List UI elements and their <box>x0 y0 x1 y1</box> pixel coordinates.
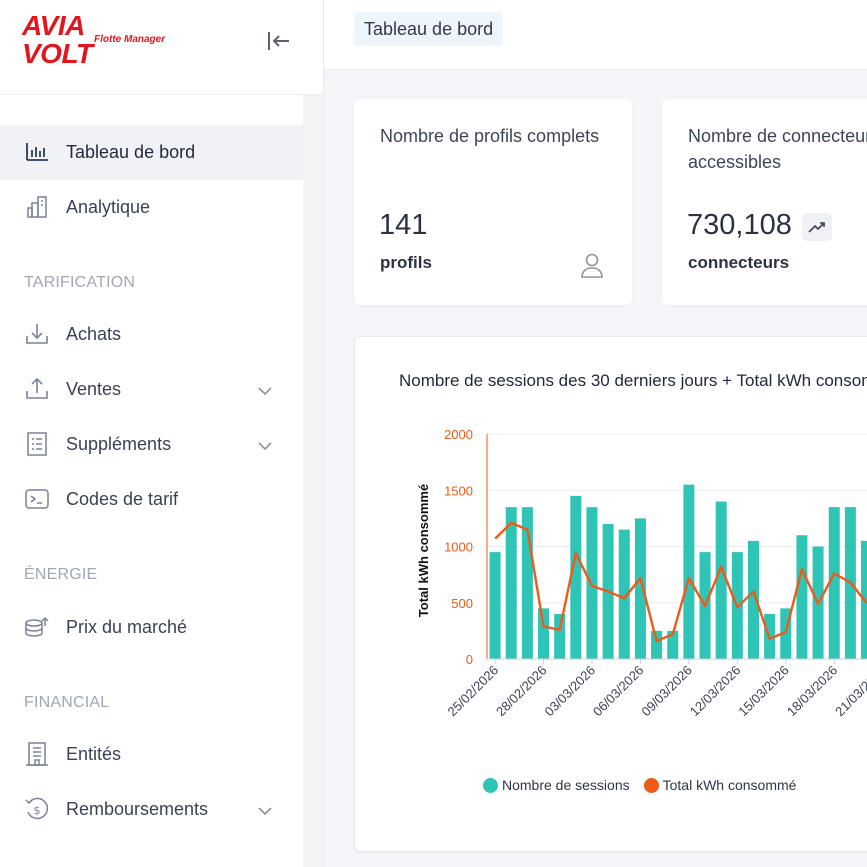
user-icon <box>581 253 603 278</box>
section-title-tarification: TARIFICATION <box>24 274 136 291</box>
chart-title: Nombre de sessions des 30 derniers jours… <box>399 371 867 390</box>
bar-sessions <box>683 484 695 659</box>
bar-sessions <box>780 608 792 659</box>
bar-sessions <box>715 501 727 659</box>
chart-legend: Nombre de sessions Total kWh consommé <box>483 777 810 793</box>
bar-sessions <box>554 614 566 659</box>
x-tick-label: 06/03/2026 <box>590 663 647 720</box>
legend-marker-kwh <box>643 777 659 793</box>
bar-sessions <box>634 518 646 659</box>
legend-item-sessions[interactable]: Nombre de sessions <box>483 777 630 793</box>
office-building-icon <box>24 741 50 767</box>
sidebar-item-label: Tableau de bord <box>66 142 196 162</box>
bar-sessions <box>489 552 501 659</box>
bar-sessions <box>796 535 808 659</box>
collapse-left-icon <box>268 32 289 50</box>
sidebar-item-prix-du-marche[interactable]: Prix du marché <box>0 600 303 655</box>
sidebar-item-label: Prix du marché <box>66 617 188 637</box>
top-bar: Tableau de bord <box>324 0 867 70</box>
refund-icon: $ <box>24 796 50 822</box>
x-tick-label: 18/03/2026 <box>784 663 841 720</box>
bar-sessions <box>570 495 582 659</box>
x-tick-label: 25/02/2026 <box>445 663 502 720</box>
stat-title: Nombre de connecteurs accessibles <box>688 126 867 172</box>
stat-title: Nombre de profils complets <box>380 126 600 146</box>
avia-volt-logo[interactable]: AVIA VOLT Flotte Manager <box>22 10 182 76</box>
bar-sessions <box>538 608 550 659</box>
stat-unit: profils <box>380 253 432 272</box>
x-tick-label: 28/02/2026 <box>493 663 550 720</box>
bar-sessions <box>505 507 517 659</box>
sidebar-item-achats[interactable]: Achats <box>0 307 303 362</box>
y-tick-label: 500 <box>451 596 473 611</box>
legend-marker-sessions <box>483 777 498 793</box>
x-tick-label: 09/03/2026 <box>638 663 695 720</box>
section-title-financial: FINANCIAL <box>24 694 110 711</box>
y-tick-label: 1000 <box>444 540 473 555</box>
logo-text-bottom: VOLT <box>22 38 93 69</box>
line-kwh <box>494 521 867 643</box>
legend-label: Nombre de sessions <box>502 777 630 793</box>
stat-value: 730,108 <box>687 209 792 241</box>
download-icon <box>24 321 50 347</box>
svg-text:$: $ <box>34 804 41 817</box>
chevron-down-icon[interactable] <box>256 382 274 400</box>
y-axis-title: Total kWh consommé <box>416 484 431 617</box>
bar-sessions <box>521 507 533 659</box>
stat-unit: connecteurs <box>688 253 790 272</box>
stat-card-profils: Nombre de profils complets 141 profils <box>354 99 632 305</box>
sidebar-item-label: Entités <box>66 744 122 764</box>
stat-card-connecteurs: Nombre de connecteurs accessibles 730,10… <box>662 99 867 305</box>
bar-chart-icon <box>24 139 50 165</box>
logo-text-top: AVIA <box>22 10 85 41</box>
bar-sessions <box>618 529 630 659</box>
y-tick-label: 0 <box>466 652 473 667</box>
logo-subtitle: Flotte Manager <box>94 34 166 45</box>
upload-icon <box>24 376 50 402</box>
sidebar-item-analytique[interactable]: Analytique <box>0 180 303 235</box>
bar-sessions <box>747 540 759 659</box>
sidebar-item-label: Ventes <box>66 379 122 399</box>
sidebar-item-entites[interactable]: Entités <box>0 727 303 782</box>
x-tick-label: 03/03/2026 <box>541 663 598 720</box>
trend-up-icon <box>808 222 825 233</box>
legend-item-kwh[interactable]: Total kWh consommé <box>643 777 797 793</box>
chevron-down-icon[interactable] <box>256 437 274 455</box>
bar-sessions <box>586 507 598 659</box>
sessions-kwh-chart: 0 500 1000 1500 2000 Total kWh consommé 25/02/… <box>416 427 867 720</box>
terminal-icon <box>24 486 50 512</box>
collapse-sidebar-button[interactable] <box>262 26 296 56</box>
chevron-down-icon[interactable] <box>256 802 274 820</box>
sidebar-item-codes-de-tarif[interactable]: Codes de tarif <box>0 472 303 527</box>
sidebar-item-label: Analytique <box>66 197 151 217</box>
legend-label: Total kWh consommé <box>662 777 797 793</box>
x-tick-label: 15/03/2026 <box>735 663 792 720</box>
sessions-chart-card: Nombre de sessions des 30 derniers jours… <box>354 336 867 852</box>
bar-sessions <box>828 507 840 659</box>
sidebar-scrollbar[interactable] <box>303 95 323 867</box>
sidebar-item-label: Codes de tarif <box>66 489 179 509</box>
sidebar-item-label: Achats <box>66 324 122 344</box>
y-tick-label: 2000 <box>444 427 473 442</box>
sidebar-item-ventes[interactable]: Ventes <box>0 362 303 417</box>
bar-sessions <box>667 630 679 659</box>
y-tick-label: 1500 <box>444 483 473 498</box>
receipt-icon <box>24 431 50 457</box>
sidebar-item-remboursements[interactable]: $ Remboursements <box>0 782 303 837</box>
coins-icon <box>24 614 50 640</box>
section-title-energie: ÉNERGIE <box>24 566 98 583</box>
stat-value: 141 <box>379 209 428 241</box>
sidebar-item-label: Suppléments <box>66 434 172 454</box>
building-chart-icon <box>24 194 50 220</box>
brand-header: AVIA VOLT Flotte Manager <box>0 0 323 95</box>
sidebar: AVIA VOLT Flotte Manager Tableau de bord <box>0 0 324 867</box>
x-tick-label: 12/03/2026 <box>687 663 744 720</box>
sidebar-item-tableau-de-bord[interactable]: Tableau de bord <box>0 125 303 180</box>
trend-badge <box>802 213 832 241</box>
bar-sessions <box>651 630 663 659</box>
sidebar-item-supplements[interactable]: Suppléments <box>0 417 303 472</box>
sidebar-item-label: Remboursements <box>66 799 209 819</box>
breadcrumb[interactable]: Tableau de bord <box>354 12 504 46</box>
